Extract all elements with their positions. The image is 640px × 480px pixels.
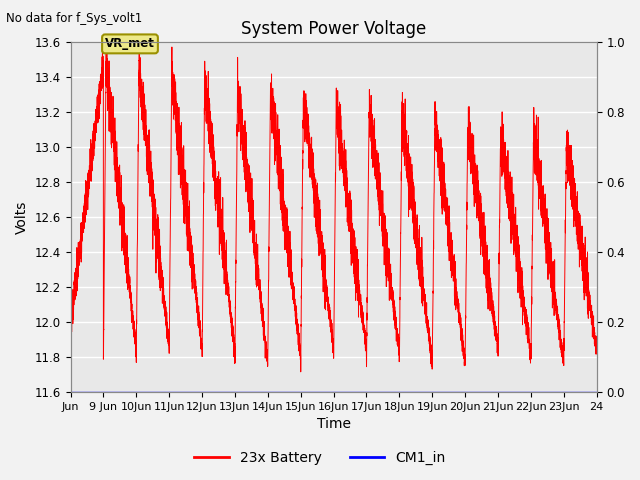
Legend: 23x Battery, CM1_in: 23x Battery, CM1_in [189, 445, 451, 471]
Title: System Power Voltage: System Power Voltage [241, 20, 426, 38]
Text: VR_met: VR_met [105, 37, 155, 50]
Y-axis label: Volts: Volts [15, 201, 29, 234]
X-axis label: Time: Time [317, 418, 351, 432]
Text: No data for f_Sys_volt1: No data for f_Sys_volt1 [6, 12, 143, 25]
